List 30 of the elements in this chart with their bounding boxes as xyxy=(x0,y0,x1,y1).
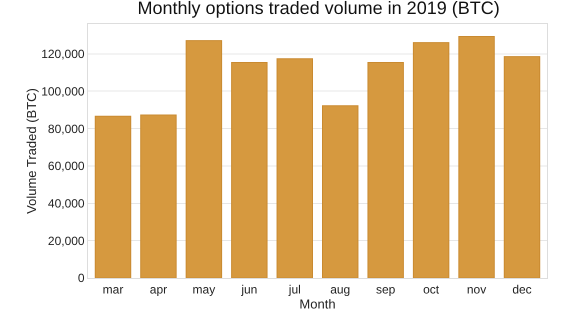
bar xyxy=(276,58,313,278)
x-tick-label: sep xyxy=(376,282,396,296)
x-tick-label: may xyxy=(192,282,216,296)
x-tick-label: apr xyxy=(150,282,168,296)
bar xyxy=(367,62,404,278)
bar xyxy=(504,56,540,278)
y-tick-label: 40,000 xyxy=(48,196,85,210)
x-tick-label: mar xyxy=(102,282,124,296)
y-axis-title: Volume Traded (BTC) xyxy=(24,88,40,214)
bar xyxy=(94,116,132,278)
y-tick-label: 120,000 xyxy=(41,47,85,62)
x-tick-label: dec xyxy=(512,282,532,296)
x-tick-label: aug xyxy=(330,282,350,296)
bar xyxy=(231,62,268,278)
y-tick-label: 60,000 xyxy=(48,159,85,174)
y-tick-label: 0 xyxy=(78,271,85,286)
bar xyxy=(140,114,177,278)
x-tick-label: jul xyxy=(288,282,301,296)
x-tick-label: nov xyxy=(466,282,486,296)
bar xyxy=(412,42,450,278)
x-tick-label: jun xyxy=(240,282,258,296)
x-tick-label: oct xyxy=(423,282,440,296)
x-axis-title: Month xyxy=(299,296,336,312)
y-tick-label: 20,000 xyxy=(48,234,85,248)
bar xyxy=(186,40,222,278)
bar xyxy=(458,36,495,278)
y-tick-label: 80,000 xyxy=(48,122,85,136)
chart-title: Monthly options traded volume in 2019 (BTC) xyxy=(138,0,500,18)
y-tick-label: 100,000 xyxy=(41,84,85,98)
bar xyxy=(322,105,358,278)
